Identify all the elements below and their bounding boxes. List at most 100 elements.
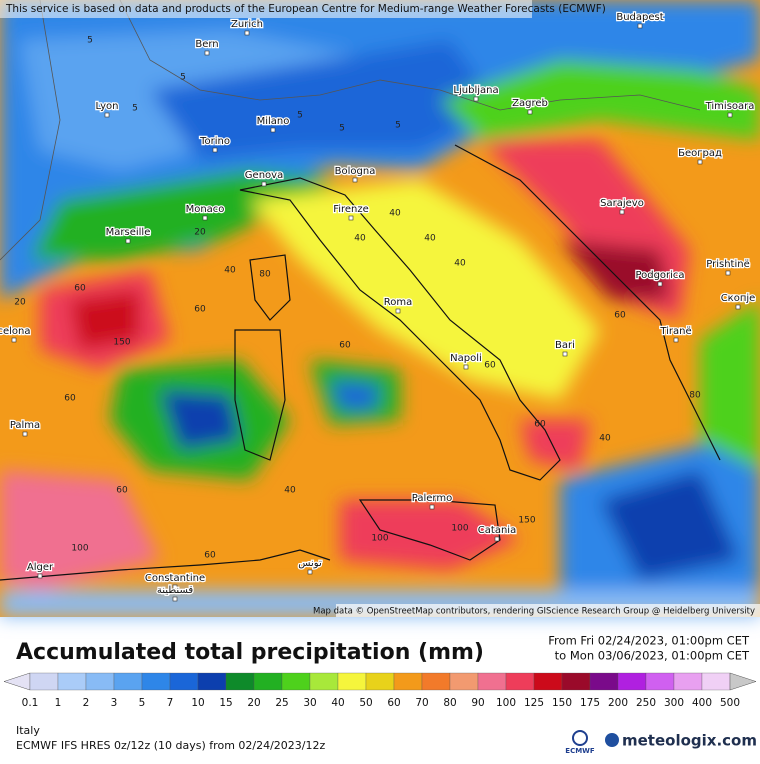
colorbar-label: 15 (219, 697, 232, 709)
colorbar-label: 100 (496, 697, 516, 709)
contour-label: 100 (71, 544, 88, 554)
city-dot (212, 147, 218, 153)
city-label: Napoli (450, 353, 482, 364)
city-label: Bologna (335, 166, 376, 177)
colorbar-label: 50 (359, 697, 372, 709)
colorbar-label: 25 (275, 697, 288, 709)
contour-label: 5 (132, 104, 138, 114)
city-dot (395, 308, 401, 314)
city-label: Београд (678, 148, 722, 159)
city-dot (204, 50, 210, 56)
colorbar-bin (477, 672, 507, 691)
city-label: Torino (199, 136, 230, 147)
colorbar-bin (589, 672, 619, 691)
city-label: Prishtinë (706, 259, 749, 270)
attribution-bg (336, 604, 760, 617)
colorbar-label: 200 (608, 697, 628, 709)
city-label: Zagreb (512, 98, 548, 109)
colorbar-bin (393, 672, 423, 691)
colorbar-bin (673, 672, 703, 691)
city-dot (725, 270, 731, 276)
colorbar-label: 125 (524, 697, 544, 709)
city-label: Ljubljana (453, 85, 498, 96)
colorbar-bin (449, 672, 479, 691)
colorbar-bin (309, 672, 339, 691)
city-label: تونس (298, 558, 322, 569)
meteologix-brand[interactable]: meteologix.com (622, 732, 757, 750)
contour-label: 150 (518, 516, 535, 526)
contour-label: 80 (689, 391, 701, 401)
contour-label: 60 (194, 305, 206, 315)
city-dot (22, 431, 28, 437)
city-dot (348, 215, 354, 221)
colorbar-label: 400 (692, 697, 712, 709)
colorbar-label: 1 (55, 697, 62, 709)
colorbar-bin (57, 672, 87, 691)
city-label: Lyon (95, 101, 118, 112)
city-dot (473, 96, 479, 102)
city-dot (307, 569, 313, 575)
city-label: Marseille (106, 227, 151, 238)
contour-label: 40 (354, 234, 366, 244)
model-info: ECMWF IFS HRES 0z/12z (10 days) from 02/… (16, 739, 326, 752)
city-dot (172, 596, 178, 602)
city-label: Скопје (721, 292, 756, 304)
colorbar-bin (197, 672, 227, 691)
colorbar-bin (113, 672, 143, 691)
colorbar-bin (169, 672, 199, 691)
city-label: Constantine (145, 573, 205, 584)
city-dot (37, 573, 43, 579)
city-dot (637, 23, 643, 29)
contour-label: 5 (339, 124, 345, 134)
contour-label: 60 (74, 284, 86, 294)
map (0, 0, 760, 617)
colorbar-label: 500 (720, 697, 740, 709)
colorbar-bin (85, 672, 115, 691)
colorbar-label: 250 (636, 697, 656, 709)
contour-label: 40 (389, 209, 401, 219)
city-label: Genova (245, 170, 283, 181)
contour-label: 5 (180, 73, 186, 83)
city-label: Timisoara (705, 101, 755, 112)
contour-label: 40 (224, 266, 236, 276)
colorbar-label: 80 (443, 697, 456, 709)
contour-label: 60 (339, 341, 351, 351)
city-label: Alger (27, 562, 54, 573)
contour-label: 150 (113, 338, 130, 348)
contour-label: 40 (424, 234, 436, 244)
city-label: Podgorica (635, 270, 684, 281)
city-label: Sarajevo (600, 198, 644, 209)
colorbar-bin (533, 672, 563, 691)
ecmwf-logo (572, 730, 588, 746)
colorbar-label: 90 (471, 697, 484, 709)
period-to: to Mon 03/06/2023, 01:00pm CET (555, 649, 750, 663)
colorbar-label: 0.1 (22, 697, 39, 709)
contour-label: 60 (534, 420, 546, 430)
contour-label: 100 (371, 534, 388, 544)
city-dot (11, 337, 17, 343)
city-dot (727, 112, 733, 118)
notice-bg (0, 0, 532, 18)
contour-label: 100 (451, 524, 468, 534)
colorbar-label: 175 (580, 697, 600, 709)
colorbar-label: 40 (331, 697, 344, 709)
city-dot (673, 337, 679, 343)
colorbar-bin (225, 672, 255, 691)
city-label: Budapest (616, 12, 663, 23)
colorbar-label: 7 (167, 697, 174, 709)
city-dot (494, 536, 500, 542)
contour-label: 40 (599, 434, 611, 444)
city-label: Tiranë (659, 326, 691, 337)
city-dot (527, 109, 533, 115)
colorbar-bin (421, 672, 451, 691)
contour-label: 5 (87, 36, 93, 46)
city-dot (657, 281, 663, 287)
contour-label: 20 (14, 298, 26, 308)
city-dot (352, 177, 358, 183)
colorbar-label: 20 (247, 697, 260, 709)
colorbar-bin (281, 672, 311, 691)
city-label: Palermo (412, 493, 452, 504)
colorbar-bin (645, 672, 675, 691)
attribution: Map data © OpenStreetMap contributors, r… (313, 607, 755, 617)
